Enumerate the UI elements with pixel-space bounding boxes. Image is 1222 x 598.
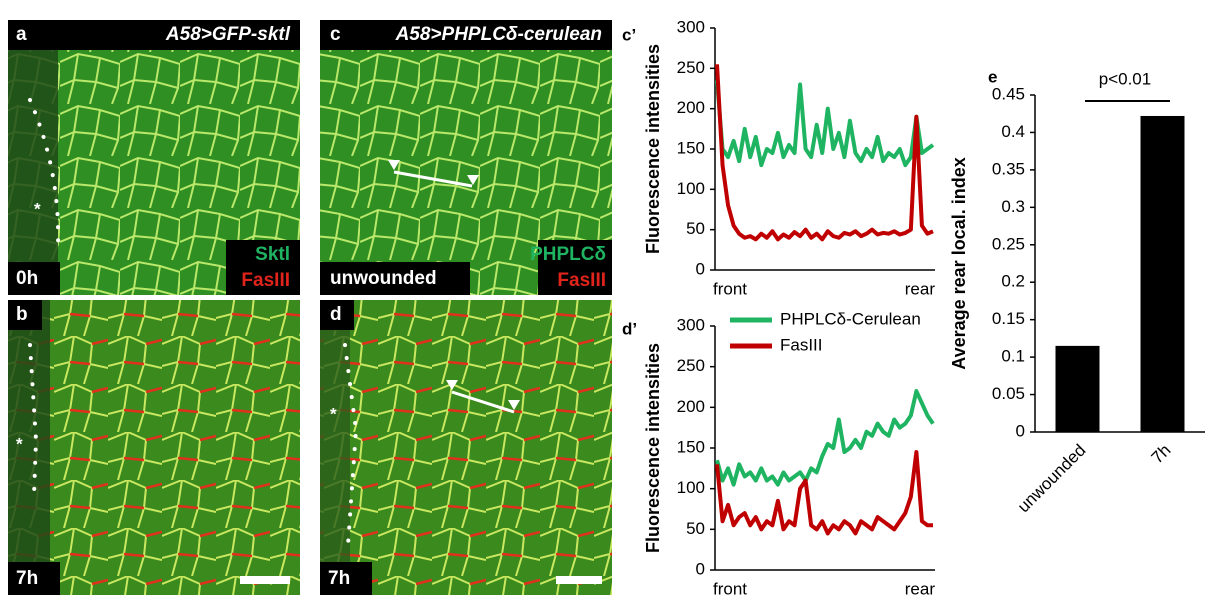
arrowheads [388, 160, 479, 185]
asterisk: * [34, 199, 41, 218]
x-label: front [713, 579, 747, 598]
y-tick-label: 0.45 [992, 84, 1025, 103]
x-tick-label: 7h [1148, 441, 1175, 468]
measure-line [393, 170, 473, 188]
y-tick-label: 0.2 [1001, 272, 1025, 291]
data-line [715, 64, 934, 242]
y-tick-label: 150 [677, 138, 705, 157]
marker-label: Sktl [255, 244, 290, 265]
panel-letter: d [330, 304, 342, 325]
panel-title: A58>GFP-sktl [165, 24, 291, 45]
asterisk: * [16, 434, 23, 453]
y-tick-label: 50 [686, 519, 705, 538]
y-tick-label: 250 [677, 58, 705, 77]
y-tick-label: 0 [696, 259, 705, 278]
panel-letter: c’ [622, 25, 636, 44]
y-tick-label: 200 [677, 397, 705, 416]
label-box [8, 300, 42, 330]
y-tick-label: 100 [677, 179, 705, 198]
bar [1140, 115, 1185, 433]
bar [1055, 345, 1100, 432]
y-tick-label: 0.3 [1001, 197, 1025, 216]
panel-letter: a [16, 24, 27, 45]
arrowheads [446, 380, 520, 410]
y-tick-label: 0.05 [992, 384, 1025, 403]
panel-letter: b [16, 304, 28, 325]
y-tick-label: 50 [686, 219, 705, 238]
legend-label: PHPLCδ-Cerulean [780, 309, 921, 328]
label-box [320, 562, 372, 595]
y-tick-label: 0.25 [992, 234, 1025, 253]
x-label: front [713, 279, 747, 298]
label-box [320, 262, 470, 295]
x-label: rear [905, 279, 936, 298]
panel-letter: e [988, 67, 997, 86]
measure-line [451, 390, 515, 414]
y-axis-label: Fluorescence intensities [643, 343, 663, 553]
wound-area [8, 300, 50, 595]
y-axis-label: Fluorescence intensities [643, 44, 663, 254]
scale-bar [556, 576, 602, 584]
y-tick-label: 0 [1016, 421, 1025, 440]
data-line [715, 389, 935, 487]
y-tick-label: 150 [677, 437, 705, 456]
time-label: unwounded [330, 268, 437, 289]
legend-label: FasIII [780, 335, 823, 354]
y-tick-label: 0 [696, 559, 705, 578]
micrograph [320, 300, 612, 595]
marker-label: FasIII [557, 270, 606, 291]
header-bar [320, 20, 612, 50]
label-box [8, 562, 60, 595]
y-tick-label: 300 [677, 17, 705, 36]
data-line [715, 450, 933, 536]
data-line [715, 80, 935, 168]
y-tick-label: 0.35 [992, 159, 1025, 178]
micrograph [8, 300, 300, 595]
y-tick-label: 300 [677, 315, 705, 334]
x-label: rear [905, 579, 936, 598]
label-box [8, 262, 60, 295]
y-tick-label: 200 [677, 98, 705, 117]
marker-label: FasIII [241, 270, 290, 291]
annotation: p<0.01 [1099, 69, 1151, 88]
wound-area [8, 20, 58, 295]
time-label: 0h [16, 268, 38, 289]
panel-title: A58>PHPLCδ-cerulean [395, 24, 602, 45]
y-tick-label: 0.4 [1001, 122, 1025, 141]
scale-bar [240, 576, 290, 584]
marker-label: PHPLCδ [530, 244, 606, 265]
y-tick-label: 250 [677, 356, 705, 375]
y-tick-label: 100 [677, 478, 705, 497]
label-box [226, 240, 300, 295]
y-tick-label: 0.1 [1001, 347, 1025, 366]
x-tick-label: unwounded [1014, 441, 1090, 517]
header-bar [8, 20, 300, 50]
y-tick-label: 0.15 [992, 309, 1025, 328]
wound-edge [28, 343, 39, 497]
time-label: 7h [16, 568, 38, 589]
y-axis-label: Average rear local. index [949, 157, 969, 369]
wound-edge [28, 98, 61, 247]
panel-letter: d’ [622, 319, 637, 338]
asterisk: * [330, 404, 337, 423]
wound-area [320, 300, 350, 595]
panel-letter: c [330, 24, 341, 45]
label-box [538, 240, 612, 295]
time-label: 7h [328, 568, 350, 589]
label-box [320, 300, 354, 330]
